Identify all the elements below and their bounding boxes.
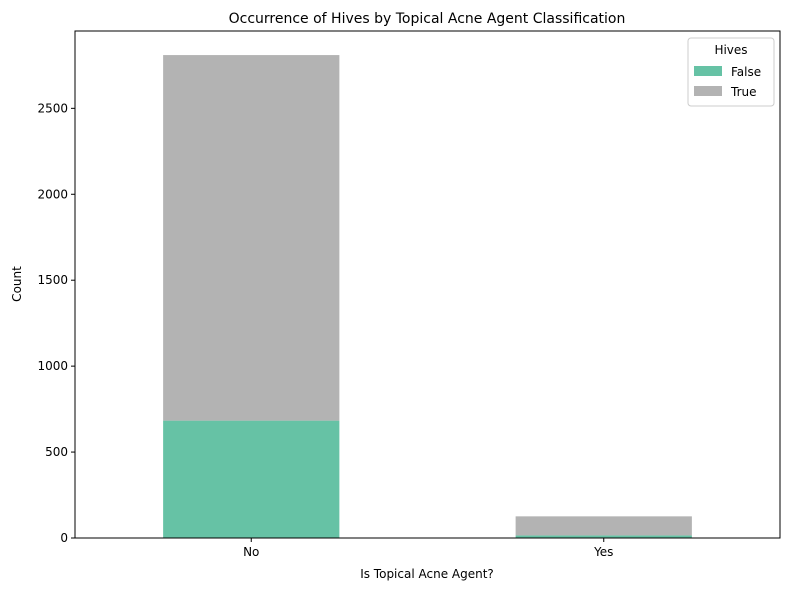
y-axis: 0 500 1000 1500 2000 2500 <box>37 101 75 545</box>
plot-frame <box>74 30 781 539</box>
bar-yes-false <box>515 535 692 538</box>
legend-swatch-true <box>694 86 722 96</box>
x-axis-label: Is Topical Acne Agent? <box>360 567 494 581</box>
bar-no-true <box>163 55 340 421</box>
plot-area <box>163 55 692 538</box>
x-tick-label: Yes <box>593 545 613 559</box>
chart-title: Occurrence of Hives by Topical Acne Agen… <box>229 11 626 27</box>
legend-label-false: False <box>731 65 761 79</box>
legend-label-true: True <box>730 85 757 99</box>
x-axis: No Yes <box>243 538 613 559</box>
bar-yes-true <box>515 516 692 536</box>
y-axis-label: Count <box>10 266 24 302</box>
bar-no-false <box>163 420 340 538</box>
y-tick-label: 1500 <box>37 273 68 287</box>
legend: Hives False True <box>687 37 775 107</box>
y-tick-label: 2000 <box>37 187 68 201</box>
y-tick-label: 0 <box>60 531 68 545</box>
legend-title: Hives <box>714 43 747 57</box>
y-tick-label: 500 <box>45 445 68 459</box>
legend-swatch-false <box>694 66 722 76</box>
y-tick-label: 1000 <box>37 359 68 373</box>
y-tick-label: 2500 <box>37 101 68 115</box>
x-tick-label: No <box>243 545 259 559</box>
